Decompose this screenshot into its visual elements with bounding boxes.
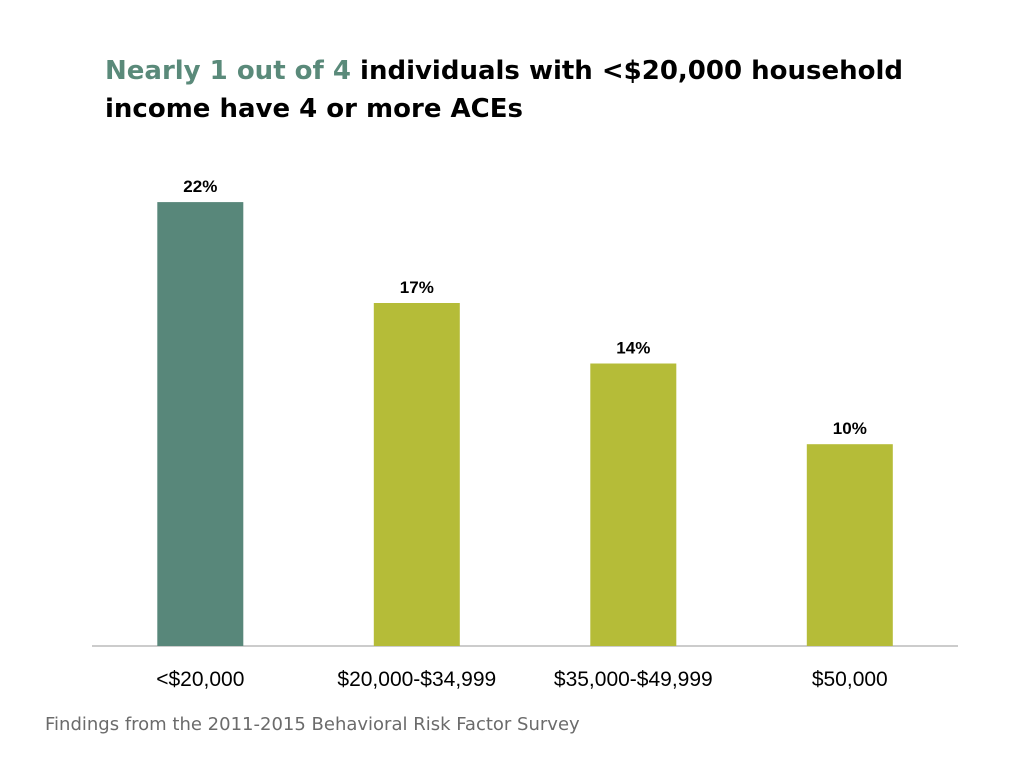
bar-0 [157, 202, 244, 646]
chart-title: Nearly 1 out of 4 individuals with <$20,… [105, 52, 965, 128]
value-label-2: 14% [616, 339, 650, 358]
category-label-3: $50,000 [812, 668, 888, 691]
title-highlight: Nearly 1 out of 4 [105, 56, 351, 86]
value-labels-group: 22% 17% 14% 10% [183, 177, 867, 438]
bar-2 [590, 363, 677, 646]
source-footnote: Findings from the 2011-2015 Behavioral R… [45, 714, 580, 735]
bar-1 [373, 303, 460, 646]
value-label-1: 17% [400, 278, 434, 297]
category-label-0: <$20,000 [156, 668, 244, 691]
value-label-3: 10% [833, 419, 867, 438]
bars-group [157, 202, 893, 646]
category-label-1: $20,000-$34,999 [337, 668, 496, 691]
bar-3 [806, 444, 893, 646]
value-label-0: 22% [183, 177, 217, 196]
category-label-2: $35,000-$49,999 [554, 668, 713, 691]
category-labels-group: <$20,000 $20,000-$34,999 $35,000-$49,999 $5… [156, 668, 888, 691]
title-rest: individuals with <$20,000 household inco… [105, 56, 904, 124]
